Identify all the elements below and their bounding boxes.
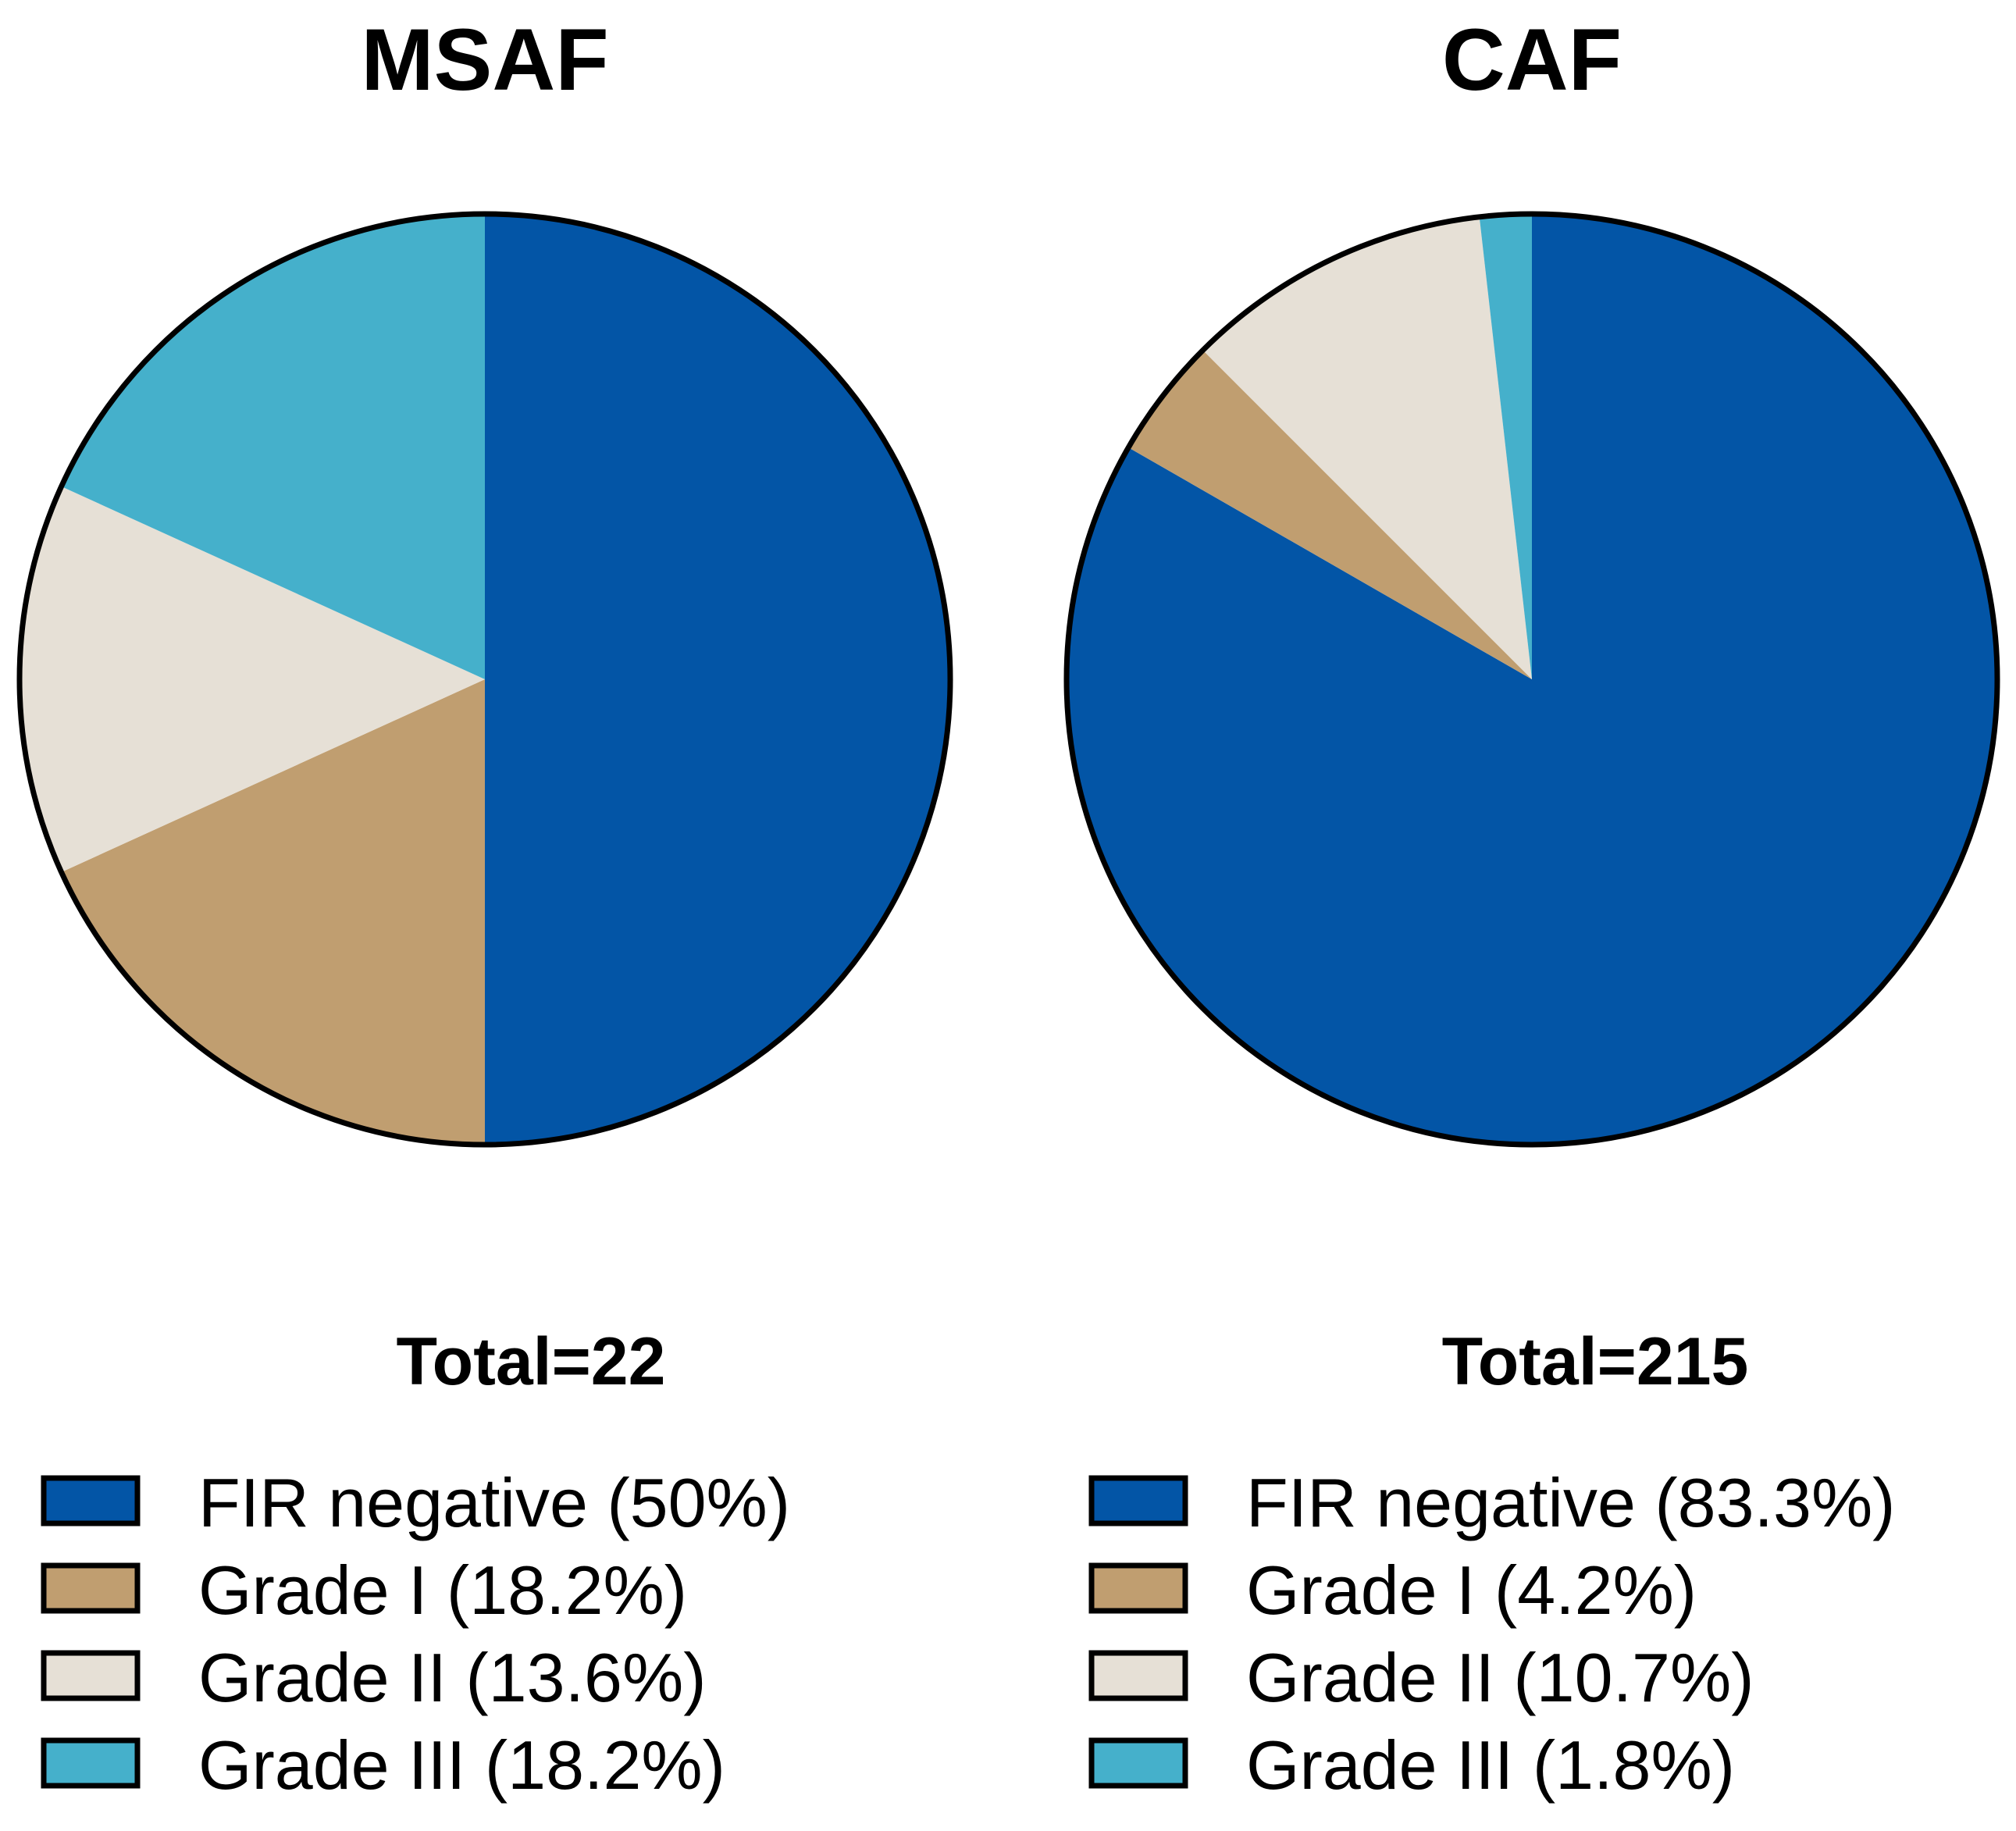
chart-title-msaf: MSAF — [361, 11, 608, 109]
legend-swatch-msaf-grade-iii — [41, 1737, 141, 1789]
legend-caf: FIR negative (83.3%) Grade I (4.2%) Grad… — [1088, 1464, 1896, 1804]
pie-caf — [1063, 211, 2000, 1148]
total-label-msaf: Total=22 — [397, 1324, 666, 1399]
legend-item-caf-grade-ii: Grade II (10.7%) — [1088, 1639, 1754, 1716]
legend-swatch-msaf-grade-ii — [41, 1650, 141, 1701]
legend-item-msaf-grade-ii: Grade II (13.6%) — [41, 1639, 707, 1716]
slice-msaf-grade-i — [61, 679, 485, 1145]
legend-swatch-caf-grade-ii — [1088, 1650, 1188, 1701]
legend-item-caf-grade-iii: Grade III (1.8%) — [1088, 1726, 1735, 1804]
legend-msaf: FIR negative (50%) Grade I (18.2%) Grade… — [41, 1464, 790, 1804]
legend-label-caf-grade-iii: Grade III (1.8%) — [1246, 1726, 1735, 1804]
legend-swatch-caf-grade-i — [1088, 1562, 1188, 1614]
pie-outline-caf — [1063, 211, 2000, 1148]
legend-swatch-caf-grade-iii — [1088, 1737, 1188, 1789]
legend-swatch-caf-fir-negative — [1088, 1475, 1188, 1526]
pie-outline-msaf — [16, 211, 953, 1148]
legend-label-caf-fir-negative: FIR negative (83.3%) — [1246, 1464, 1896, 1541]
legend-item-caf-grade-i: Grade I (4.2%) — [1088, 1551, 1697, 1629]
legend-item-msaf-grade-iii: Grade III (18.2%) — [41, 1726, 725, 1804]
legend-item-msaf-grade-i: Grade I (18.2%) — [41, 1551, 687, 1629]
chart-caf: CAF Total=215 FIR negative (83.3%) Grade… — [1063, 11, 2000, 1804]
legend-label-caf-grade-ii: Grade II (10.7%) — [1246, 1639, 1754, 1716]
legend-label-msaf-grade-iii: Grade III (18.2%) — [198, 1726, 725, 1804]
slice-msaf-fir-negative — [485, 214, 950, 1145]
slice-caf-grade-i — [1128, 350, 1532, 679]
legend-swatch-msaf-grade-i — [41, 1562, 141, 1614]
legend-label-msaf-grade-i: Grade I (18.2%) — [198, 1551, 687, 1629]
slice-caf-grade-iii — [1479, 214, 1532, 679]
slice-msaf-grade-ii — [20, 486, 485, 872]
legend-label-caf-grade-i: Grade I (4.2%) — [1246, 1551, 1697, 1629]
legend-item-caf-fir-negative: FIR negative (83.3%) — [1088, 1464, 1896, 1541]
legend-swatch-msaf-fir-negative — [41, 1475, 141, 1526]
legend-label-msaf-grade-ii: Grade II (13.6%) — [198, 1639, 707, 1716]
slice-msaf-grade-iii — [61, 214, 485, 679]
legend-label-msaf-fir-negative: FIR negative (50%) — [198, 1464, 790, 1541]
slice-caf-fir-negative — [1067, 214, 1998, 1145]
legend-item-msaf-fir-negative: FIR negative (50%) — [41, 1464, 790, 1541]
total-label-caf: Total=215 — [1442, 1324, 1749, 1399]
chart-msaf: MSAF Total=22 FIR negative (50%) Grade I… — [16, 11, 953, 1804]
pie-msaf — [16, 211, 953, 1148]
chart-title-caf: CAF — [1442, 11, 1622, 109]
slice-caf-grade-ii — [1202, 216, 1532, 679]
